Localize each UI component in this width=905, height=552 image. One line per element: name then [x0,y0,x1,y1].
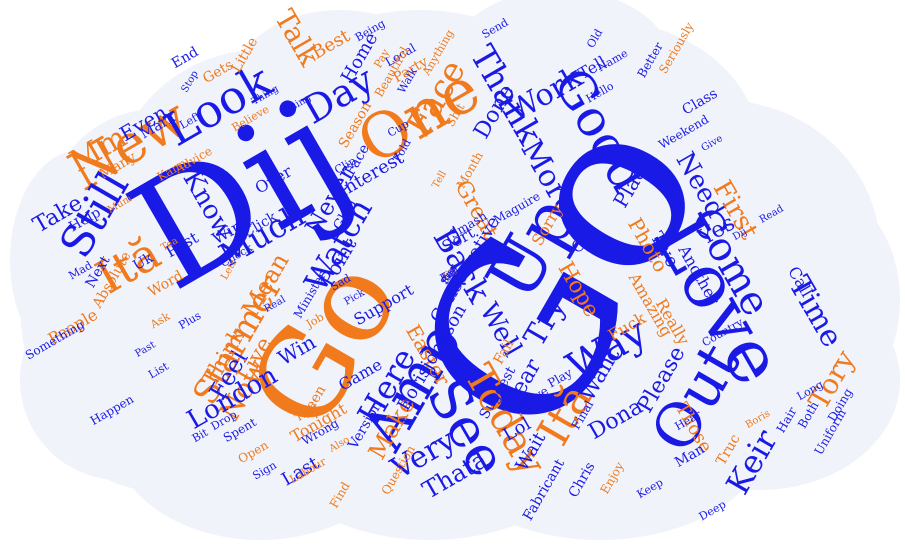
cloud-blob [740,190,900,410]
cloud-blob [10,150,150,370]
cloud-blob [150,100,750,500]
cloud-blob [230,10,450,170]
cloud-blob [450,0,670,130]
